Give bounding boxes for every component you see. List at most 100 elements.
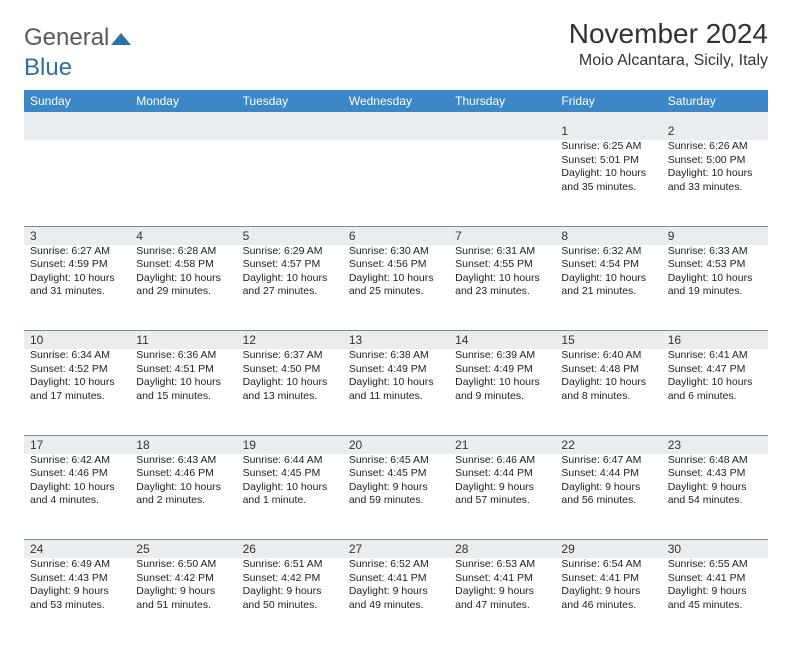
- day-number: 5: [237, 226, 343, 245]
- sunset-text: Sunset: 4:57 PM: [243, 258, 337, 272]
- sunrise-text: Sunrise: 6:45 AM: [349, 454, 443, 468]
- daylight-text: Daylight: 10 hours: [136, 376, 230, 390]
- week-content-row: Sunrise: 6:27 AMSunset: 4:59 PMDaylight:…: [24, 245, 768, 331]
- sunset-text: Sunset: 4:49 PM: [349, 363, 443, 377]
- day-cell: Sunrise: 6:34 AMSunset: 4:52 PMDaylight:…: [24, 349, 130, 435]
- day-number: 15: [555, 331, 661, 350]
- sunset-text: Sunset: 4:45 PM: [243, 467, 337, 481]
- daylight-text: Daylight: 10 hours: [668, 272, 762, 286]
- sunset-text: Sunset: 4:43 PM: [30, 572, 124, 586]
- empty-daycell: [237, 140, 343, 226]
- day-number: 10: [24, 331, 130, 350]
- daylight-text: Daylight: 9 hours: [30, 585, 124, 599]
- sunrise-text: Sunrise: 6:47 AM: [561, 454, 655, 468]
- daylight-text: Daylight: 10 hours: [30, 272, 124, 286]
- day-cell: Sunrise: 6:41 AMSunset: 4:47 PMDaylight:…: [662, 349, 768, 435]
- daylight-text: and 53 minutes.: [30, 599, 124, 613]
- sunrise-text: Sunrise: 6:51 AM: [243, 558, 337, 572]
- sunset-text: Sunset: 4:56 PM: [349, 258, 443, 272]
- sunset-text: Sunset: 4:41 PM: [561, 572, 655, 586]
- day-cell: Sunrise: 6:51 AMSunset: 4:42 PMDaylight:…: [237, 558, 343, 644]
- daylight-text: and 27 minutes.: [243, 285, 337, 299]
- day-cell: Sunrise: 6:29 AMSunset: 4:57 PMDaylight:…: [237, 245, 343, 331]
- sunrise-text: Sunrise: 6:39 AM: [455, 349, 549, 363]
- week-content-row: Sunrise: 6:25 AMSunset: 5:01 PMDaylight:…: [24, 140, 768, 226]
- day-cell: Sunrise: 6:53 AMSunset: 4:41 PMDaylight:…: [449, 558, 555, 644]
- daylight-text: and 1 minute.: [243, 494, 337, 508]
- week-num-row: 24252627282930: [24, 540, 768, 559]
- sunrise-text: Sunrise: 6:31 AM: [455, 245, 549, 259]
- day-cell: Sunrise: 6:36 AMSunset: 4:51 PMDaylight:…: [130, 349, 236, 435]
- sunrise-text: Sunrise: 6:34 AM: [30, 349, 124, 363]
- sunset-text: Sunset: 4:59 PM: [30, 258, 124, 272]
- empty-daycell: [343, 140, 449, 226]
- dow-mon: Monday: [130, 90, 236, 112]
- empty-daynum: [343, 122, 449, 140]
- sunrise-text: Sunrise: 6:55 AM: [668, 558, 762, 572]
- daylight-text: and 45 minutes.: [668, 599, 762, 613]
- daylight-text: and 17 minutes.: [30, 390, 124, 404]
- day-cell: Sunrise: 6:26 AMSunset: 5:00 PMDaylight:…: [662, 140, 768, 226]
- day-number: 17: [24, 435, 130, 454]
- sunset-text: Sunset: 4:53 PM: [668, 258, 762, 272]
- flag-icon: [111, 29, 133, 47]
- day-cell: Sunrise: 6:31 AMSunset: 4:55 PMDaylight:…: [449, 245, 555, 331]
- daylight-text: and 31 minutes.: [30, 285, 124, 299]
- sunrise-text: Sunrise: 6:26 AM: [668, 140, 762, 154]
- day-cell: Sunrise: 6:40 AMSunset: 4:48 PMDaylight:…: [555, 349, 661, 435]
- day-number: 19: [237, 435, 343, 454]
- day-number: 13: [343, 331, 449, 350]
- sunrise-text: Sunrise: 6:28 AM: [136, 245, 230, 259]
- calendar-table: Sunday Monday Tuesday Wednesday Thursday…: [24, 90, 768, 644]
- daylight-text: and 51 minutes.: [136, 599, 230, 613]
- day-number: 28: [449, 540, 555, 559]
- daylight-text: Daylight: 10 hours: [349, 272, 443, 286]
- day-number: 4: [130, 226, 236, 245]
- day-number: 6: [343, 226, 449, 245]
- day-number: 27: [343, 540, 449, 559]
- daylight-text: and 35 minutes.: [561, 181, 655, 195]
- sunrise-text: Sunrise: 6:25 AM: [561, 140, 655, 154]
- week-content-row: Sunrise: 6:34 AMSunset: 4:52 PMDaylight:…: [24, 349, 768, 435]
- sunrise-text: Sunrise: 6:52 AM: [349, 558, 443, 572]
- daylight-text: Daylight: 10 hours: [561, 167, 655, 181]
- day-number: 22: [555, 435, 661, 454]
- sunrise-text: Sunrise: 6:50 AM: [136, 558, 230, 572]
- day-number: 2: [662, 122, 768, 140]
- daylight-text: Daylight: 10 hours: [455, 272, 549, 286]
- sunset-text: Sunset: 4:46 PM: [30, 467, 124, 481]
- day-number: 7: [449, 226, 555, 245]
- day-cell: Sunrise: 6:42 AMSunset: 4:46 PMDaylight:…: [24, 454, 130, 540]
- day-cell: Sunrise: 6:47 AMSunset: 4:44 PMDaylight:…: [555, 454, 661, 540]
- day-cell: Sunrise: 6:39 AMSunset: 4:49 PMDaylight:…: [449, 349, 555, 435]
- day-number: 1: [555, 122, 661, 140]
- brand-part1: General: [24, 24, 109, 52]
- daylight-text: Daylight: 9 hours: [455, 481, 549, 495]
- sunrise-text: Sunrise: 6:37 AM: [243, 349, 337, 363]
- day-cell: Sunrise: 6:38 AMSunset: 4:49 PMDaylight:…: [343, 349, 449, 435]
- day-number: 23: [662, 435, 768, 454]
- week-num-row: 17181920212223: [24, 435, 768, 454]
- empty-daynum: [237, 122, 343, 140]
- sunrise-text: Sunrise: 6:29 AM: [243, 245, 337, 259]
- sunset-text: Sunset: 4:42 PM: [243, 572, 337, 586]
- sunset-text: Sunset: 4:55 PM: [455, 258, 549, 272]
- dow-tue: Tuesday: [237, 90, 343, 112]
- day-cell: Sunrise: 6:43 AMSunset: 4:46 PMDaylight:…: [130, 454, 236, 540]
- sunset-text: Sunset: 4:43 PM: [668, 467, 762, 481]
- sunset-text: Sunset: 4:54 PM: [561, 258, 655, 272]
- empty-daynum: [130, 122, 236, 140]
- daylight-text: Daylight: 10 hours: [668, 376, 762, 390]
- day-number: 18: [130, 435, 236, 454]
- sunrise-text: Sunrise: 6:27 AM: [30, 245, 124, 259]
- daylight-text: Daylight: 10 hours: [136, 272, 230, 286]
- sunset-text: Sunset: 4:45 PM: [349, 467, 443, 481]
- day-number: 29: [555, 540, 661, 559]
- daylight-text: Daylight: 10 hours: [561, 376, 655, 390]
- daylight-text: and 46 minutes.: [561, 599, 655, 613]
- empty-daycell: [130, 140, 236, 226]
- day-number: 21: [449, 435, 555, 454]
- sunset-text: Sunset: 4:41 PM: [455, 572, 549, 586]
- sunset-text: Sunset: 4:48 PM: [561, 363, 655, 377]
- dow-sat: Saturday: [662, 90, 768, 112]
